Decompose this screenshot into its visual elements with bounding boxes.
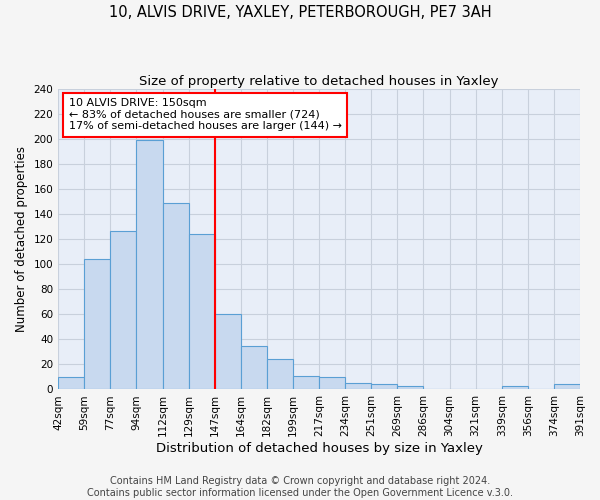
Bar	[371, 384, 397, 390]
Text: 10, ALVIS DRIVE, YAXLEY, PETERBOROUGH, PE7 3AH: 10, ALVIS DRIVE, YAXLEY, PETERBOROUGH, P…	[109, 5, 491, 20]
Bar	[58, 377, 84, 390]
Bar	[267, 360, 293, 390]
Bar	[554, 384, 580, 390]
Bar	[188, 234, 215, 390]
Bar	[84, 260, 110, 390]
Y-axis label: Number of detached properties: Number of detached properties	[15, 146, 28, 332]
Bar	[163, 203, 188, 390]
Bar	[215, 314, 241, 390]
Text: 10 ALVIS DRIVE: 150sqm
← 83% of detached houses are smaller (724)
17% of semi-de: 10 ALVIS DRIVE: 150sqm ← 83% of detached…	[68, 98, 341, 132]
Bar	[397, 386, 424, 390]
Bar	[319, 377, 345, 390]
Bar	[345, 383, 371, 390]
Bar	[136, 140, 163, 390]
Text: Contains HM Land Registry data © Crown copyright and database right 2024.
Contai: Contains HM Land Registry data © Crown c…	[87, 476, 513, 498]
X-axis label: Distribution of detached houses by size in Yaxley: Distribution of detached houses by size …	[155, 442, 482, 455]
Title: Size of property relative to detached houses in Yaxley: Size of property relative to detached ho…	[139, 75, 499, 88]
Bar	[110, 230, 136, 390]
Bar	[293, 376, 319, 390]
Bar	[241, 346, 267, 390]
Bar	[502, 386, 528, 390]
